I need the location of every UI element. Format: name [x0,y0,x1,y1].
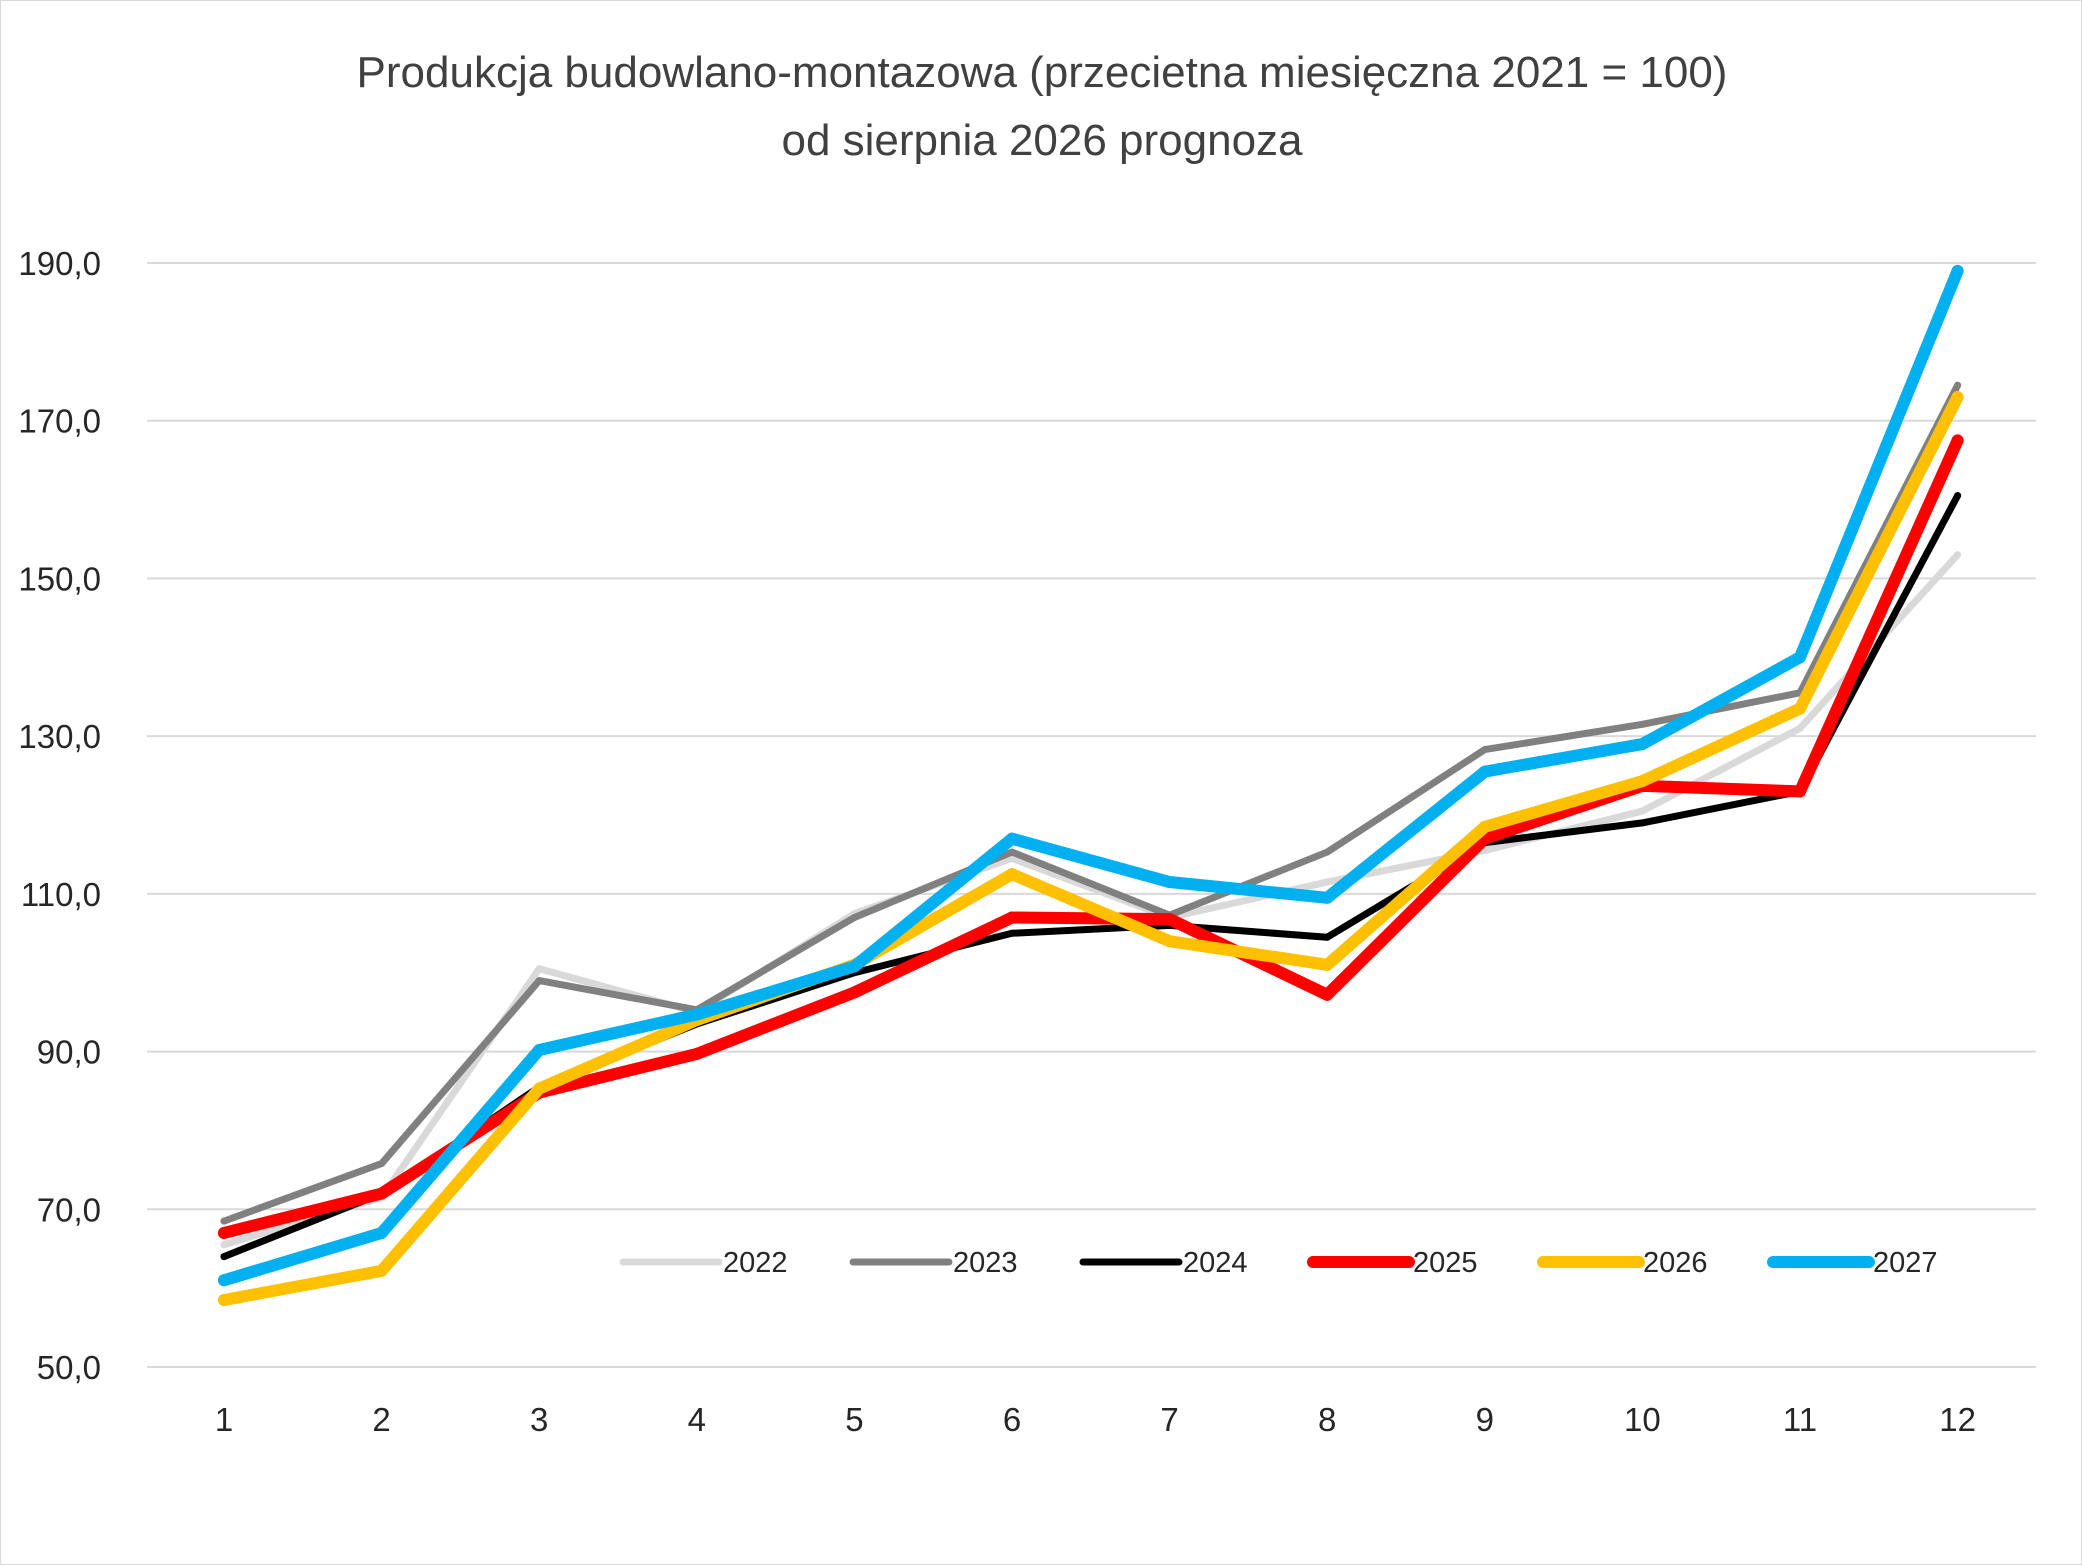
y-tick-label: 90,0 [37,1034,101,1071]
x-tick-label: 9 [1476,1401,1494,1438]
y-tick-label: 170,0 [18,403,101,440]
data-point-2025 [1163,913,1176,926]
series-line-2024 [220,492,1962,1261]
y-tick-label: 150,0 [18,560,101,597]
data-point-2027 [848,960,861,973]
data-point-2022 [535,965,543,973]
series-lines [218,264,1964,1306]
data-point-2024 [1323,933,1331,941]
data-point-2026 [533,1082,546,1095]
data-point-2027 [1478,765,1491,778]
data-point-2024 [220,1253,228,1261]
y-axis-tick-labels: 50,0 70,0 90,0 110,0 130,0 150,0 170,0 190,0 [18,245,101,1386]
data-point-2027 [533,1043,546,1056]
data-point-2026 [1794,702,1806,715]
data-point-2023 [1481,746,1489,754]
data-point-2026 [1321,958,1334,971]
data-point-2023 [378,1160,386,1168]
y-tick-label: 190,0 [18,245,101,282]
data-point-2022 [1008,854,1016,862]
data-point-2023 [220,1217,228,1225]
data-point-2025 [848,986,861,999]
data-point-2022 [1638,807,1646,815]
legend: 2022 2023 2024 2025 2026 2027 [619,1247,1938,1279]
data-point-2023 [1008,848,1016,856]
legend-label-2022: 2022 [723,1247,788,1279]
data-point-2025 [1794,785,1806,798]
x-tick-label: 10 [1624,1401,1661,1438]
y-tick-label: 130,0 [18,718,101,755]
series-line-2022 [220,551,1962,1249]
data-point-2023 [850,914,858,922]
x-tick-label: 5 [845,1401,863,1438]
data-point-2025 [375,1187,388,1200]
data-point-2025 [1321,988,1334,1001]
data-point-2027 [1794,651,1806,664]
data-point-2022 [1954,551,1962,559]
data-point-2027 [690,1008,703,1021]
data-point-2027 [1321,891,1334,904]
data-point-2026 [218,1293,230,1306]
x-tick-label: 4 [688,1401,706,1438]
data-point-2022 [220,1241,228,1249]
x-tick-label: 11 [1783,1401,1817,1438]
data-point-2026 [1951,391,1964,404]
series-line-2025 [218,434,1964,1239]
data-point-2023 [1638,720,1646,728]
data-point-2022 [1796,724,1804,732]
data-point-2022 [1323,878,1331,886]
data-point-2024 [1954,492,1962,500]
chart-title: Produkcja budowlano-montazowa (przecietn… [357,48,1728,97]
chart-subtitle: od sierpnia 2026 prognoza [781,116,1303,165]
data-point-2024 [1008,929,1016,937]
y-tick-label: 50,0 [37,1349,101,1386]
series-line-2026 [218,391,1964,1306]
data-point-2026 [1636,775,1649,788]
data-point-2026 [1163,935,1176,948]
x-axis-tick-labels: 1 2 3 4 5 6 7 8 9 10 11 12 [215,1401,1976,1438]
data-point-2026 [1006,868,1018,881]
y-tick-label: 70,0 [37,1191,101,1228]
data-point-2023 [1323,848,1331,856]
legend-label-2024: 2024 [1183,1247,1248,1279]
legend-label-2025: 2025 [1413,1247,1478,1279]
data-point-2025 [690,1047,703,1060]
x-tick-label: 1 [215,1401,233,1438]
data-point-2026 [375,1264,388,1277]
x-tick-label: 7 [1160,1401,1178,1438]
series-line-2027 [218,264,1964,1287]
y-tick-label: 110,0 [21,876,101,913]
data-point-2023 [535,977,543,985]
x-tick-label: 2 [372,1401,390,1438]
data-point-2027 [375,1226,388,1239]
x-tick-label: 12 [1939,1401,1976,1438]
data-point-2025 [1951,434,1964,447]
data-point-2027 [1636,738,1649,751]
data-point-2025 [1006,911,1018,924]
x-tick-label: 3 [530,1401,548,1438]
data-point-2027 [1163,876,1176,889]
legend-label-2026: 2026 [1643,1247,1708,1279]
legend-label-2023: 2023 [953,1247,1018,1279]
data-point-2023 [1954,381,1962,389]
gridlines [147,262,2036,1368]
data-point-2025 [218,1226,230,1239]
data-point-2027 [218,1274,230,1287]
x-tick-label: 6 [1003,1401,1021,1438]
data-point-2026 [1478,820,1491,833]
data-point-2027 [1951,264,1964,277]
series-line-2023 [220,381,1962,1225]
legend-label-2027: 2027 [1873,1247,1938,1279]
data-point-2024 [1638,819,1646,827]
x-tick-label: 8 [1318,1401,1336,1438]
data-point-2027 [1006,832,1018,845]
